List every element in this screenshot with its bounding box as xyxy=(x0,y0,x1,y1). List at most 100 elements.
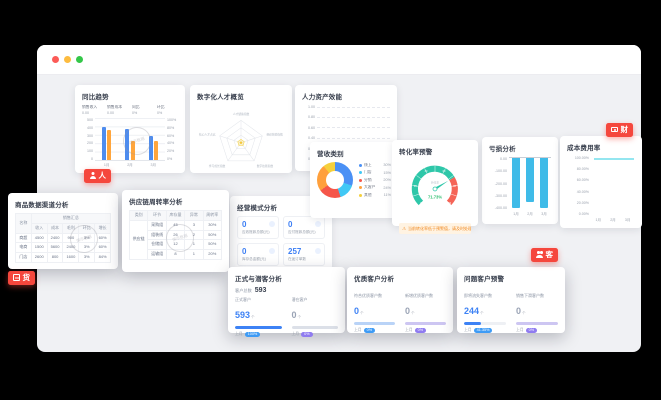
legend-value: 15% xyxy=(383,170,391,175)
stat-bar-track xyxy=(516,322,558,325)
axis-tick: 0.60 xyxy=(308,125,315,130)
y-axis: 500 400 300 200 100 0 xyxy=(82,118,95,161)
cell: 门店 xyxy=(15,252,32,263)
card-revenue-category: 营收类别 线上 30% 门店 15% 分销 20% 大客户 24% 其他 11% xyxy=(310,142,398,218)
card-title: 亏损分析 xyxy=(489,146,516,153)
stat-value-row: 0个 xyxy=(516,301,558,319)
axis-tick: 20% xyxy=(167,149,175,154)
warning-icon: ⚠ xyxy=(402,225,407,231)
bar xyxy=(125,128,130,160)
header-cell: 库存量 xyxy=(165,210,186,221)
gauge-chart: 0 20 40 60 80 100 转化率 71.73% xyxy=(399,160,471,221)
card-title: 数字化人才概览 xyxy=(197,94,244,101)
table-row: 组装线 26 2 50% xyxy=(130,229,223,241)
card-talent-radar: 数字化人才概览 人才储备指数 组织效能指数 数字技能指数 学习成长指数 核心人才占比 xyxy=(190,85,292,173)
stat-bar-track xyxy=(291,326,338,329)
stat-unit: 个 xyxy=(522,311,526,315)
axis-tick: -100.00 xyxy=(494,169,507,174)
badge-finance: 财 xyxy=(606,123,633,137)
donut-legend: 线上 30% 门店 15% 分销 20% 大客户 24% 其他 11% xyxy=(359,163,391,198)
cell: 组装线 xyxy=(147,229,167,241)
axis-tick: 80.00% xyxy=(576,167,589,172)
card-cost-ratio: 成本费用率 100.00% 80.00% 60.00% 40.00% 20.00% 0.0… xyxy=(560,136,642,228)
axis-tick: 300 xyxy=(87,133,93,138)
legend-row: 分销 20% xyxy=(359,178,391,183)
cell: 8 xyxy=(165,249,186,260)
cell: 2 xyxy=(184,229,204,241)
svg-text:71.73%: 71.73% xyxy=(428,194,442,199)
cell: 3% xyxy=(78,252,96,263)
stat-unit: 个 xyxy=(411,311,415,315)
svg-text:人才储备指数: 人才储备指数 xyxy=(233,112,250,116)
person-icon xyxy=(89,172,96,179)
axis-tick: 40% xyxy=(167,141,175,146)
summary-value: 593 xyxy=(254,287,267,294)
legend-dot xyxy=(359,171,362,174)
stat-unit: 个 xyxy=(297,315,302,319)
cell: 采购组 xyxy=(147,219,167,231)
legend-dot xyxy=(359,163,362,167)
table-row: 运输组 8 1 20% xyxy=(130,249,223,260)
prev-month-label: 上月 xyxy=(464,327,472,332)
table-header: 名称 销售汇总 收入 成本 毛利 环比 增长 xyxy=(15,213,112,234)
card-conversion-gauge: 转化率预警 0 20 40 60 80 100 转化率 71.73% ⚠ 当前转化率低于预警值… xyxy=(392,140,478,234)
axis-tick: 500 xyxy=(87,118,93,122)
cell: 3% xyxy=(78,232,96,244)
customer-stats: 正式客户 593个 上月 100% 潜在客户 0个 上月 0% xyxy=(235,297,339,338)
secondary-y-axis: 100% 80% 60% 40% 20% 0% xyxy=(165,118,178,161)
cell: 84% xyxy=(94,252,111,263)
trend-stat: 销售成本 0.00 xyxy=(107,105,128,115)
stat-value: 0 xyxy=(291,310,297,320)
badge-label: 货 xyxy=(22,273,31,282)
x-label: 2月 xyxy=(127,162,133,167)
maximize-window-button[interactable] xyxy=(76,56,83,63)
svg-text:40: 40 xyxy=(425,170,428,173)
change-pill: 0% xyxy=(363,327,376,334)
cell: 50% xyxy=(202,229,223,241)
trend-stat-value: 0.00 xyxy=(82,111,89,115)
cell: 1600 xyxy=(62,252,80,263)
badge-label: 客 xyxy=(545,250,554,259)
minimize-window-button[interactable] xyxy=(64,56,71,63)
card-title: 同比趋势 xyxy=(82,94,109,101)
bar xyxy=(101,127,106,160)
trend-stat: 销售收入 0.00 xyxy=(82,105,103,115)
cell: 900 xyxy=(62,232,80,244)
x-label: 1月 xyxy=(595,217,602,222)
axis-tick: 100 xyxy=(87,149,93,154)
axis-tick: -400.00 xyxy=(494,206,507,210)
legend-row: 其他 11% xyxy=(359,193,391,198)
trend-stat: 环比 0% xyxy=(157,105,178,115)
cell: 60% xyxy=(94,242,111,254)
change-pill: 0% xyxy=(414,327,427,334)
table-body: 供应链 采购组 45 3 30% 组装线 26 2 50% 仓储组 12 1 50% 运输组 8 1 20% xyxy=(128,219,223,260)
cell: 2600 xyxy=(30,252,48,263)
legend-label: 分销 xyxy=(364,177,372,182)
alert-text: 当前转化率低于预警值，请及时处理 xyxy=(408,225,471,231)
tile-icon xyxy=(269,221,275,227)
table-body: 商超 4500 2400 900 3% 60% 电商 1500 5600 2400 3% 60% 门店 2… xyxy=(15,232,111,263)
customer-stats: 符合优质客户数 0个 上月 0% 新增优质客户数 0个 上月 0% xyxy=(354,293,446,334)
gridline xyxy=(317,137,390,139)
header-cell: 周转率 xyxy=(202,210,223,221)
stat-footer: 上月 0% xyxy=(354,327,395,334)
negative-bar xyxy=(512,158,520,208)
gridline xyxy=(317,116,390,118)
tile-value: 0 xyxy=(288,220,293,229)
cell: 60% xyxy=(94,232,111,244)
change-pill: 0% xyxy=(525,327,538,334)
cost-line-chart: 100.00% 80.00% 60.00% 40.00% 20.00% 0.00% xyxy=(567,156,635,216)
tile-icon xyxy=(269,248,275,254)
cell: 20% xyxy=(202,249,223,260)
stat-footer: 上月 0% xyxy=(292,331,339,338)
x-axis: 1月 2月 3月 xyxy=(95,163,165,168)
bar-group xyxy=(101,118,112,160)
x-label: 1月 xyxy=(103,162,110,167)
header-cell: 环节 xyxy=(147,210,167,221)
legend-dot xyxy=(359,193,362,197)
close-window-button[interactable] xyxy=(52,56,59,63)
stat-footer: 上月 41.35% xyxy=(464,327,506,334)
header-group-cell: 销售汇总 xyxy=(30,213,112,224)
bar xyxy=(148,136,153,160)
prev-month-label: 上月 xyxy=(405,327,413,332)
